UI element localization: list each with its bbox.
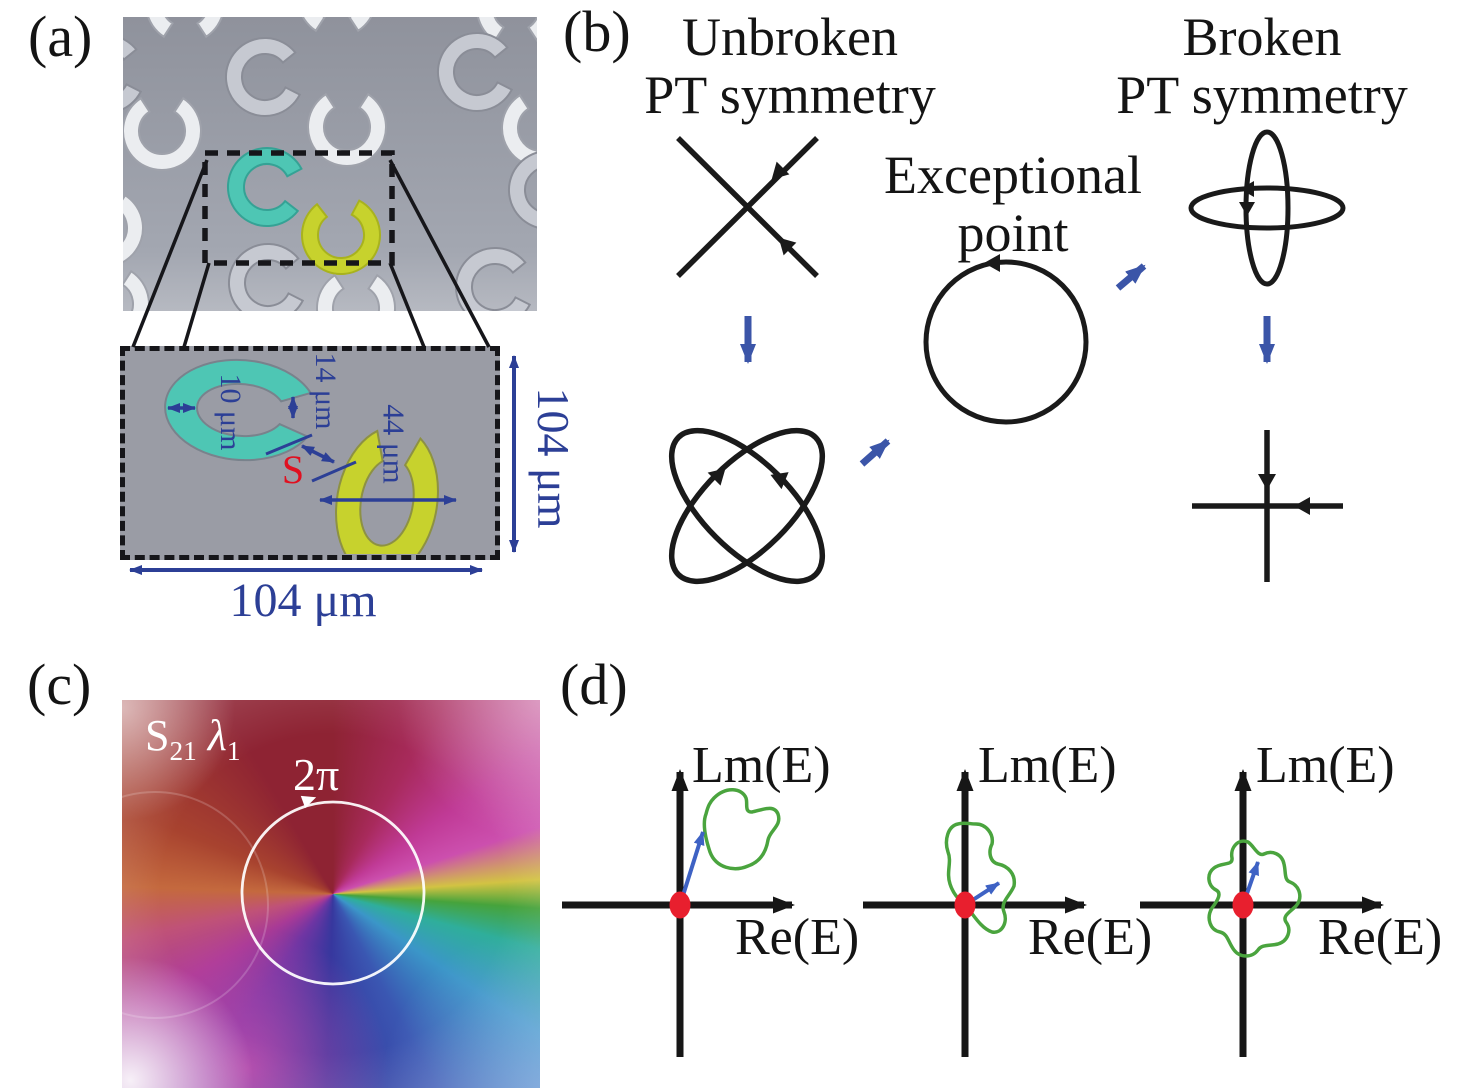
direction-arrowhead <box>707 468 726 486</box>
dim-label-arm-width: 10 μm <box>214 373 247 451</box>
panel-c-label: (c) <box>27 652 92 717</box>
phase-map-label: S21 λ1 <box>145 714 240 765</box>
direction-arrowhead <box>1240 181 1254 197</box>
sem-photo <box>123 17 537 311</box>
flow-arrow-to-circle <box>859 438 891 467</box>
sem-ring <box>504 146 537 234</box>
panel-d-label: (d) <box>560 652 628 717</box>
lambda-symbol: λ <box>207 711 227 760</box>
dim-label-cell-height: 104 μm <box>528 387 579 529</box>
direction-arrowhead <box>1258 474 1276 490</box>
real-axis-label-3: Re(E) <box>1318 909 1443 966</box>
phase-2pi-label: 2π <box>293 749 340 800</box>
energy-loop <box>944 821 1017 934</box>
real-axis-label-2: Re(E) <box>1028 909 1153 966</box>
sem-ring <box>451 243 533 311</box>
state-vector-arrow <box>1241 861 1260 906</box>
origin-dot <box>669 891 691 919</box>
teal-resonator-photo <box>223 143 304 230</box>
lambda-subscript: 1 <box>226 735 241 766</box>
dim-label-cell-width: 104 μm <box>229 574 377 627</box>
panel-a-label: (a) <box>28 4 93 69</box>
real-axis-label-1: Re(E) <box>735 909 860 966</box>
state-vector-arrow <box>678 831 705 906</box>
unbroken-title-line2: PT symmetry <box>644 65 936 125</box>
sem-ring <box>224 239 306 311</box>
s-parameter-subscript: 21 <box>169 735 197 766</box>
unbroken-crossing-figure <box>676 136 819 278</box>
dim-label-diameter: 44 μm <box>376 404 412 484</box>
broken-cross-figure <box>1192 430 1343 582</box>
energy-loop <box>702 788 781 871</box>
imag-axis-label-1: Lm(E) <box>692 737 831 794</box>
sem-ring <box>123 194 144 269</box>
sem-ring <box>221 33 303 121</box>
flow-arrows <box>740 263 1275 467</box>
exceptional-point-circle <box>923 254 1089 425</box>
butterfly-loops-figure <box>668 427 826 585</box>
direction-arrowhead <box>1239 202 1255 216</box>
broken-title-line2: PT symmetry <box>1116 65 1408 125</box>
exceptional-point-label-line2: point <box>957 203 1069 263</box>
sem-ring <box>316 274 396 311</box>
imag-axis-label-3: Lm(E) <box>1256 737 1395 794</box>
direction-arrowhead <box>770 472 789 490</box>
origin-dot <box>1232 891 1254 919</box>
yellow-resonator-photo <box>298 198 385 279</box>
panel-b-label: (b) <box>563 0 631 64</box>
sem-ring <box>307 93 387 168</box>
sem-ring <box>123 97 202 172</box>
sem-ring <box>297 17 377 32</box>
s-parameter: S <box>145 711 170 760</box>
broken-title-line1: Broken <box>1182 7 1342 67</box>
energy-loop <box>1207 839 1302 958</box>
flow-arrow-to-broken <box>1115 263 1147 291</box>
direction-arrowhead <box>771 161 790 180</box>
origin-dot <box>954 891 976 919</box>
imag-axis-label-2: Lm(E) <box>978 737 1117 794</box>
state-vector-arrow <box>963 881 1001 907</box>
unbroken-title-line1: Unbroken <box>682 7 898 67</box>
broken-ellipse-pair-figure <box>1188 129 1346 287</box>
dim-label-gap: 14 μm <box>309 352 342 430</box>
sem-ring-array <box>123 17 537 311</box>
sem-ring <box>433 28 515 116</box>
direction-arrowhead <box>1294 497 1310 515</box>
sem-ring <box>123 270 150 311</box>
direction-arrowhead <box>778 237 797 256</box>
dim-label-spacing: S <box>281 447 305 492</box>
exceptional-point-label-line1: Exceptional <box>884 145 1142 205</box>
sem-ring <box>145 17 225 38</box>
